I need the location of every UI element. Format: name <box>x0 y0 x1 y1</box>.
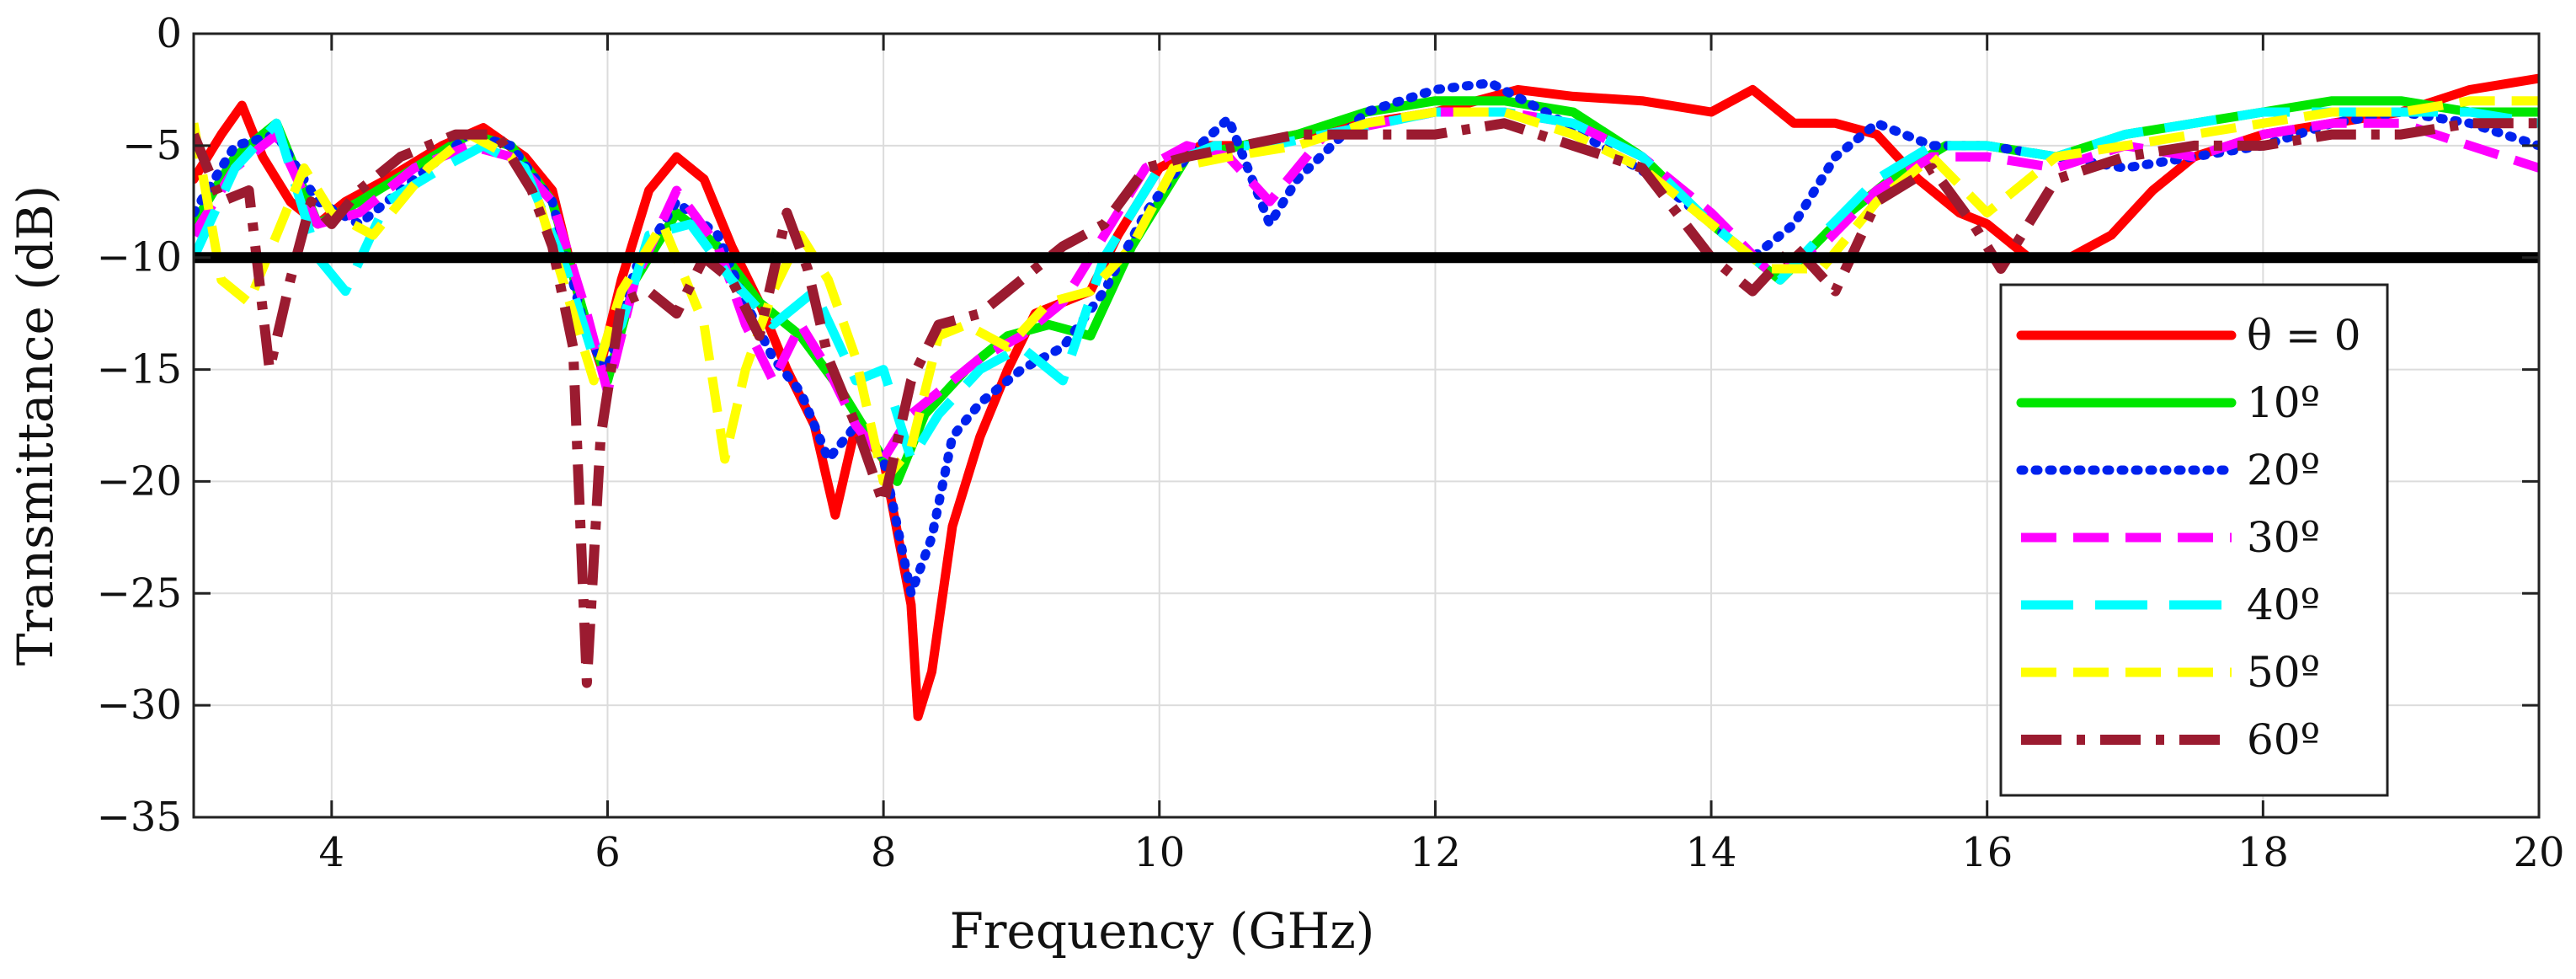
legend-label-2: 20º <box>2247 446 2320 495</box>
legend: θ = 0 10º 20º 30º 40º 50º 60º <box>1999 283 2389 797</box>
x-tick-label: 18 <box>2237 829 2289 876</box>
x-tick-label: 12 <box>1410 829 1461 876</box>
y-axis-ticks: 0 −5 −10 −15 −20 −25 −30 −35 <box>97 10 2539 841</box>
y-tick-label: −5 <box>122 122 182 169</box>
legend-label-4: 40º <box>2247 580 2320 629</box>
x-tick-label: 6 <box>595 829 621 876</box>
y-tick-label: −30 <box>97 682 182 729</box>
x-tick-label: 20 <box>2513 829 2564 876</box>
series-line-3 <box>194 107 2539 464</box>
y-tick-label: −20 <box>97 457 182 505</box>
y-tick-label: −25 <box>97 570 182 617</box>
legend-label-5: 50º <box>2247 648 2320 697</box>
legend-label-1: 10º <box>2247 378 2320 427</box>
y-tick-label: −15 <box>97 346 182 393</box>
y-tick-label: −35 <box>97 794 182 841</box>
x-tick-label: 10 <box>1133 829 1185 876</box>
series-line-5 <box>194 96 2539 486</box>
x-tick-label: 8 <box>871 829 897 876</box>
y-tick-label: −10 <box>97 234 182 281</box>
plot-frame <box>192 32 2541 819</box>
legend-label-6: 60º <box>2247 715 2320 764</box>
legend-label-3: 30º <box>2247 513 2320 562</box>
y-axis-label: Transmittance (dB) <box>7 185 64 666</box>
series-layer <box>194 73 2539 721</box>
x-tick-label: 4 <box>319 829 345 876</box>
legend-label-0: θ = 0 <box>2247 311 2361 360</box>
x-tick-label: 14 <box>1686 829 1737 876</box>
y-tick-label: 0 <box>156 10 182 57</box>
series-line-6 <box>194 118 2539 688</box>
x-axis-ticks: 4 6 8 10 12 14 16 18 20 <box>319 34 2565 876</box>
x-tick-label: 16 <box>1961 829 2013 876</box>
x-axis-label: Frequency (GHz) <box>950 902 1375 960</box>
